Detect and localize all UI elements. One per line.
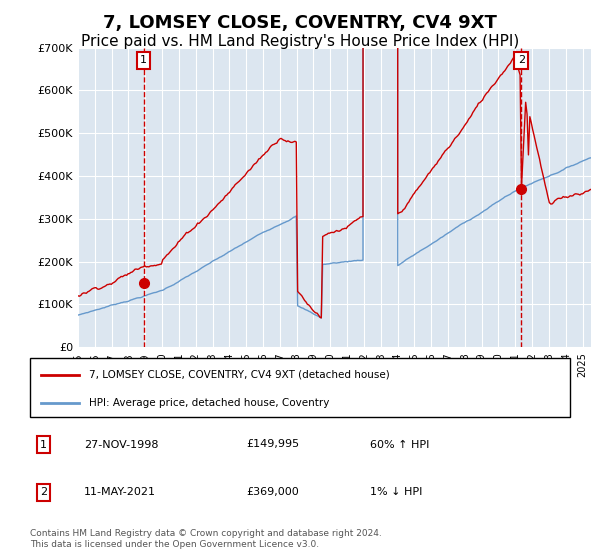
Text: 1: 1 bbox=[40, 440, 47, 450]
FancyBboxPatch shape bbox=[30, 358, 570, 417]
Text: 1% ↓ HPI: 1% ↓ HPI bbox=[370, 487, 422, 497]
Text: Contains HM Land Registry data © Crown copyright and database right 2024.
This d: Contains HM Land Registry data © Crown c… bbox=[30, 529, 382, 549]
Text: Price paid vs. HM Land Registry's House Price Index (HPI): Price paid vs. HM Land Registry's House … bbox=[81, 34, 519, 49]
Text: 27-NOV-1998: 27-NOV-1998 bbox=[84, 440, 158, 450]
Text: £369,000: £369,000 bbox=[246, 487, 299, 497]
Text: HPI: Average price, detached house, Coventry: HPI: Average price, detached house, Cove… bbox=[89, 398, 330, 408]
Text: 7, LOMSEY CLOSE, COVENTRY, CV4 9XT: 7, LOMSEY CLOSE, COVENTRY, CV4 9XT bbox=[103, 14, 497, 32]
Text: 1: 1 bbox=[140, 55, 147, 66]
Text: 2: 2 bbox=[40, 487, 47, 497]
Text: 2: 2 bbox=[518, 55, 525, 66]
Text: 11-MAY-2021: 11-MAY-2021 bbox=[84, 487, 156, 497]
Text: 7, LOMSEY CLOSE, COVENTRY, CV4 9XT (detached house): 7, LOMSEY CLOSE, COVENTRY, CV4 9XT (deta… bbox=[89, 370, 390, 380]
Text: £149,995: £149,995 bbox=[246, 440, 299, 450]
Text: 60% ↑ HPI: 60% ↑ HPI bbox=[370, 440, 430, 450]
